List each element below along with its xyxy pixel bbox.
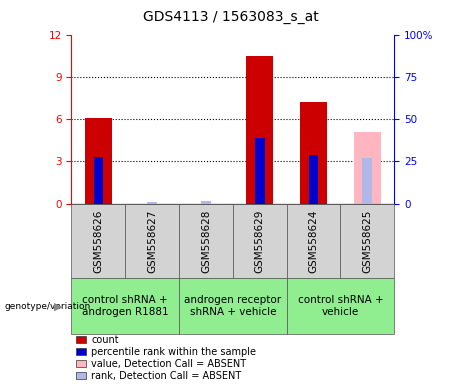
Text: GDS4113 / 1563083_s_at: GDS4113 / 1563083_s_at	[142, 10, 319, 23]
Text: control shRNA +
vehicle: control shRNA + vehicle	[297, 295, 383, 317]
Text: ▶: ▶	[54, 301, 62, 311]
Bar	[94, 157, 103, 204]
Text: GSM558625: GSM558625	[362, 209, 372, 273]
Text: GSM558627: GSM558627	[147, 209, 157, 273]
Text: GSM558624: GSM558624	[308, 209, 319, 273]
Text: GSM558626: GSM558626	[93, 209, 103, 273]
Text: count: count	[91, 334, 119, 344]
Bar	[179, 204, 233, 278]
Bar	[76, 372, 86, 379]
Bar	[85, 118, 112, 204]
Bar	[246, 56, 273, 204]
Bar	[255, 137, 265, 204]
Text: value, Detection Call = ABSENT: value, Detection Call = ABSENT	[91, 359, 246, 369]
Text: GSM558629: GSM558629	[254, 209, 265, 273]
Bar	[287, 204, 340, 278]
Text: genotype/variation: genotype/variation	[5, 302, 91, 311]
Bar	[362, 158, 372, 204]
Bar	[309, 154, 318, 204]
Bar	[300, 102, 327, 204]
Bar	[354, 132, 381, 204]
Bar	[71, 204, 125, 278]
Bar	[76, 348, 86, 355]
Bar	[233, 204, 287, 278]
Text: androgen receptor
shRNA + vehicle: androgen receptor shRNA + vehicle	[184, 295, 281, 317]
Bar	[71, 278, 179, 334]
Bar	[125, 204, 179, 278]
Bar	[287, 278, 394, 334]
Bar	[179, 278, 287, 334]
Text: control shRNA +
androgen R1881: control shRNA + androgen R1881	[82, 295, 169, 317]
Text: percentile rank within the sample: percentile rank within the sample	[91, 347, 256, 357]
Bar	[76, 360, 86, 367]
Text: rank, Detection Call = ABSENT: rank, Detection Call = ABSENT	[91, 371, 242, 381]
Bar	[340, 204, 394, 278]
Bar	[148, 202, 157, 204]
Bar	[201, 201, 211, 204]
Bar	[76, 336, 86, 343]
Text: GSM558628: GSM558628	[201, 209, 211, 273]
